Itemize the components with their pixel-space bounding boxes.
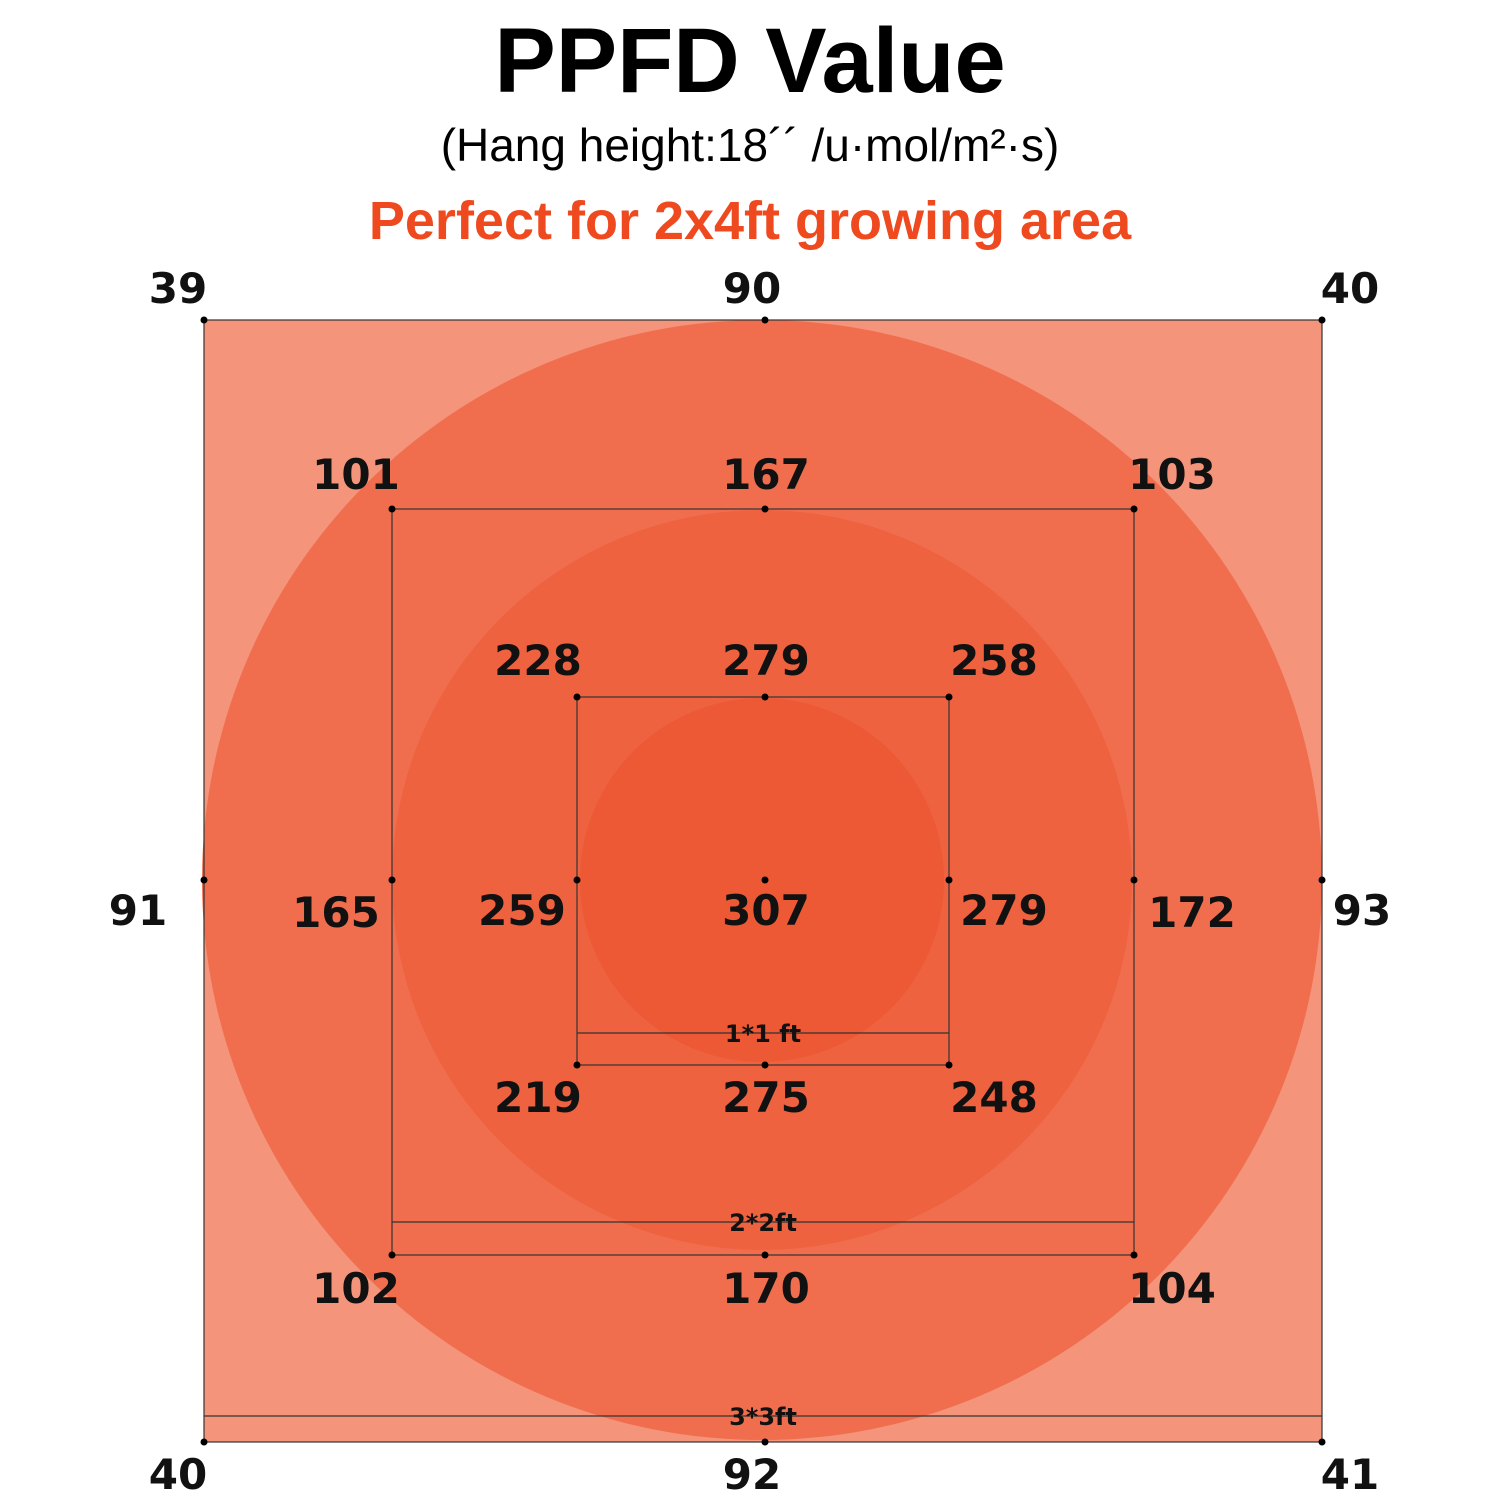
- ppfd-reading-bottom-center: 170: [722, 1264, 810, 1313]
- measurement-point: [1130, 505, 1138, 513]
- zone-3: 1*1 ft 228 279 258 259 279 219 275 248: [478, 636, 1048, 1122]
- tagline: Perfect for 2x4ft growing area: [368, 191, 1132, 251]
- measurement-point: [388, 505, 396, 513]
- ppfd-reading-top-right: 103: [1128, 450, 1216, 499]
- ppfd-reading-top-center: 279: [722, 636, 810, 685]
- ppfd-reading-bottom-left: 40: [149, 1450, 207, 1499]
- zone-1: 3*3ft 39 90 40 91 93 40 92 41: [109, 264, 1391, 1499]
- ppfd-reading-middle-right: 93: [1333, 886, 1391, 935]
- measurement-point: [1130, 1251, 1138, 1259]
- zone-label: 2*2ft: [729, 1209, 797, 1237]
- ppfd-reading-top-center: 167: [722, 450, 810, 499]
- measurement-point: [573, 693, 581, 701]
- ppfd-reading-bottom-left: 102: [312, 1264, 400, 1313]
- ppfd-reading-middle-left: 91: [109, 886, 167, 935]
- ppfd-reading-bottom-right: 41: [1321, 1450, 1379, 1499]
- zone-label: 3*3ft: [729, 1403, 797, 1431]
- measurement-point: [200, 1438, 208, 1446]
- measurement-point: [200, 316, 208, 324]
- subtitle: (Hang height:18´´ /u·mol/m²·s): [440, 119, 1060, 171]
- ppfd-reading-bottom-left: 219: [494, 1073, 582, 1122]
- measurement-point: [573, 876, 581, 884]
- measurement-point: [945, 693, 953, 701]
- measurement-point: [761, 693, 769, 701]
- ppfd-reading-top-left: 39: [149, 264, 207, 313]
- measurement-point: [761, 1251, 769, 1259]
- ppfd-reading-top-right: 258: [950, 636, 1038, 685]
- ppfd-reading-middle-right: 279: [960, 886, 1048, 935]
- measurement-point: [761, 1438, 769, 1446]
- measurement-point: [761, 316, 769, 324]
- zone-2: 2*2ft 101 167 103 165 172 102 170 104: [292, 450, 1236, 1313]
- ppfd-reading-top-left: 228: [494, 636, 582, 685]
- measurement-point: [1318, 876, 1326, 884]
- ppfd-reading-top-right: 40: [1321, 264, 1379, 313]
- ppfd-reading-bottom-center: 275: [722, 1073, 810, 1122]
- page-title: PPFD Value: [494, 10, 1006, 112]
- measurement-point: [761, 505, 769, 513]
- ppfd-reading-bottom-right: 248: [950, 1073, 1038, 1122]
- measurement-point: [1318, 1438, 1326, 1446]
- ppfd-reading-center: 307: [722, 886, 810, 935]
- zone-label: 1*1 ft: [725, 1020, 801, 1048]
- measurement-point: [761, 1061, 769, 1069]
- ppfd-reading-bottom-center: 92: [723, 1450, 781, 1499]
- measurement-point: [945, 876, 953, 884]
- ppfd-reading-middle-left: 165: [292, 888, 380, 937]
- ppfd-reading-bottom-right: 104: [1128, 1264, 1216, 1313]
- measurement-point-center: [761, 876, 769, 884]
- measurement-point: [1130, 876, 1138, 884]
- measurement-point: [200, 876, 208, 884]
- measurement-point: [945, 1061, 953, 1069]
- measurement-point: [388, 1251, 396, 1259]
- ppfd-reading-middle-right: 172: [1148, 888, 1236, 937]
- ppfd-reading-middle-left: 259: [478, 886, 566, 935]
- ppfd-reading-top-left: 101: [312, 450, 400, 499]
- ppfd-reading-top-center: 90: [723, 264, 781, 313]
- measurement-point: [1318, 316, 1326, 324]
- measurement-point: [573, 1061, 581, 1069]
- measurement-point: [388, 876, 396, 884]
